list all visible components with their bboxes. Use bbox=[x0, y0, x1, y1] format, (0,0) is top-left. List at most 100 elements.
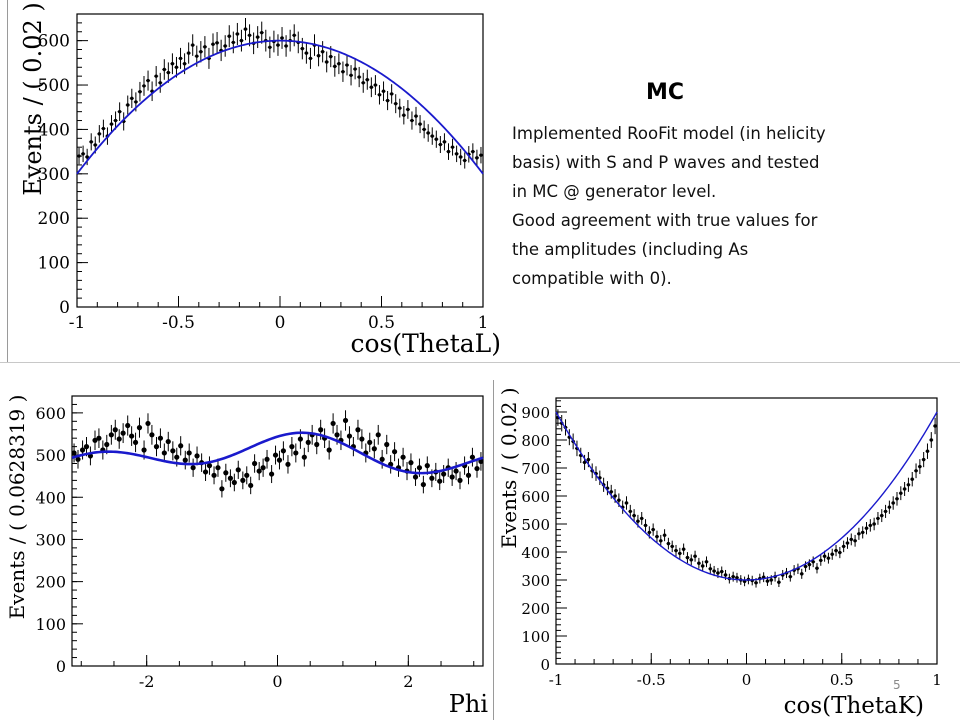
data-point bbox=[162, 59, 167, 80]
data-point bbox=[412, 468, 419, 486]
point-marker bbox=[412, 474, 419, 480]
data-point bbox=[841, 540, 846, 553]
data-point bbox=[365, 69, 370, 90]
point-marker bbox=[145, 420, 151, 427]
y-tick-label: 600 bbox=[521, 488, 550, 506]
point-marker bbox=[260, 30, 264, 35]
point-marker bbox=[420, 481, 426, 488]
data-point bbox=[662, 529, 667, 542]
point-marker bbox=[83, 444, 90, 450]
point-marker bbox=[77, 154, 81, 158]
data-point bbox=[256, 462, 262, 481]
point-marker bbox=[326, 447, 332, 453]
point-marker bbox=[333, 64, 337, 69]
point-marker bbox=[422, 127, 426, 132]
data-point bbox=[136, 417, 143, 438]
y-tick-label: 300 bbox=[521, 572, 550, 590]
point-marker bbox=[134, 100, 138, 104]
data-point bbox=[239, 29, 244, 52]
point-marker bbox=[617, 498, 621, 502]
point-marker bbox=[891, 501, 895, 505]
point-marker bbox=[678, 551, 682, 556]
data-point bbox=[166, 62, 171, 83]
point-marker bbox=[260, 465, 266, 471]
point-marker bbox=[345, 63, 349, 67]
x-tick-label: 2 bbox=[403, 672, 413, 691]
point-marker bbox=[463, 158, 467, 163]
y-tick-label: 400 bbox=[35, 488, 66, 507]
data-point bbox=[418, 115, 423, 134]
slide-title: MC bbox=[646, 80, 685, 105]
data-point bbox=[719, 566, 724, 577]
point-marker bbox=[389, 92, 394, 96]
point-marker bbox=[586, 457, 591, 462]
point-marker bbox=[807, 562, 812, 567]
point-marker bbox=[708, 567, 713, 571]
data-point bbox=[231, 473, 237, 492]
data-point bbox=[146, 70, 151, 91]
data-point bbox=[129, 426, 135, 446]
point-marker bbox=[158, 81, 162, 85]
description-line: Implemented RooFit model (in helicity bbox=[512, 124, 826, 143]
point-marker bbox=[161, 450, 167, 456]
x-tick-label: -2 bbox=[139, 672, 155, 691]
data-point bbox=[391, 442, 398, 462]
point-marker bbox=[826, 556, 831, 560]
data-point bbox=[395, 458, 402, 477]
data-point bbox=[154, 66, 159, 87]
data-point bbox=[215, 32, 220, 54]
data-point bbox=[87, 446, 94, 466]
data-point bbox=[879, 509, 884, 523]
point-marker bbox=[117, 109, 122, 114]
point-marker bbox=[624, 501, 629, 505]
data-point bbox=[469, 447, 476, 467]
point-marker bbox=[845, 541, 850, 545]
data-point bbox=[235, 460, 241, 479]
data-point bbox=[314, 434, 320, 455]
data-point bbox=[921, 452, 926, 468]
data-point bbox=[465, 466, 472, 485]
data-point bbox=[113, 111, 118, 130]
data-point bbox=[628, 504, 633, 518]
data-point bbox=[101, 119, 106, 138]
point-marker bbox=[108, 432, 114, 438]
data-point bbox=[85, 148, 90, 166]
data-point bbox=[316, 45, 321, 67]
point-marker bbox=[662, 533, 667, 537]
point-marker bbox=[211, 472, 217, 478]
point-marker bbox=[190, 465, 196, 471]
data-point bbox=[243, 17, 248, 41]
data-point bbox=[285, 455, 291, 474]
x-tick-label: -1 bbox=[549, 671, 564, 689]
point-marker bbox=[272, 452, 279, 458]
plot-border bbox=[555, 397, 938, 665]
data-point bbox=[450, 138, 455, 156]
data-point bbox=[190, 458, 196, 477]
point-marker bbox=[693, 554, 697, 558]
point-marker bbox=[235, 467, 241, 473]
point-marker bbox=[735, 576, 739, 580]
data-point bbox=[723, 569, 728, 580]
data-point bbox=[355, 419, 361, 440]
data-point bbox=[384, 434, 390, 455]
data-point bbox=[375, 424, 381, 445]
data-point bbox=[363, 443, 369, 463]
point-marker bbox=[670, 544, 674, 549]
point-marker bbox=[613, 494, 617, 498]
point-marker bbox=[97, 132, 102, 136]
data-point bbox=[96, 428, 102, 448]
point-marker bbox=[203, 45, 207, 49]
data-point bbox=[400, 447, 406, 467]
data-point bbox=[454, 145, 459, 163]
data-point bbox=[887, 500, 892, 514]
point-marker bbox=[227, 475, 234, 481]
plot-frame bbox=[71, 395, 484, 667]
x-tick-label: 0 bbox=[272, 672, 282, 691]
data-point bbox=[434, 130, 439, 148]
point-marker bbox=[223, 470, 229, 476]
data-point bbox=[458, 148, 463, 166]
point-marker bbox=[125, 422, 131, 429]
point-marker bbox=[191, 43, 195, 47]
x-tick-label: 0.5 bbox=[830, 671, 854, 689]
data-point bbox=[304, 42, 309, 64]
